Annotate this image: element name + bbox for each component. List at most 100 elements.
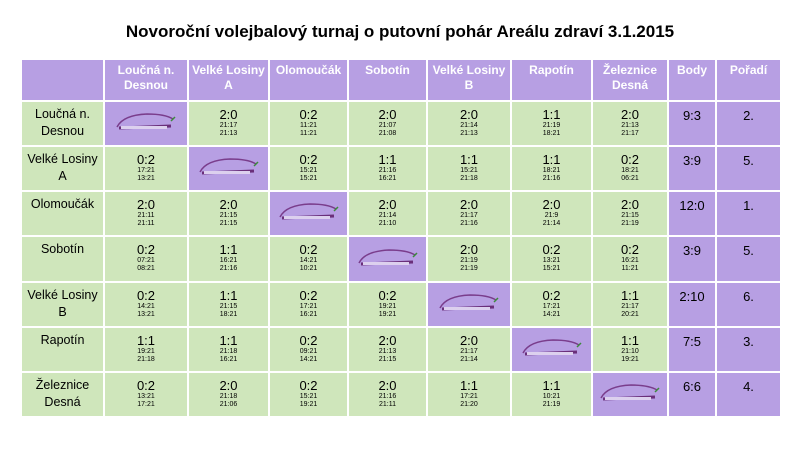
- set-score: 21:19: [542, 122, 561, 130]
- self-cell: [426, 280, 512, 328]
- team-name: Olomoučák: [20, 190, 105, 238]
- result-cell: 1:1 15:21 21:18: [426, 145, 512, 193]
- self-cell: [510, 325, 593, 373]
- column-header: Sobotín: [347, 57, 428, 103]
- logo: [116, 113, 176, 130]
- set-score: 21:15: [378, 355, 397, 363]
- rank: 2.: [715, 100, 782, 148]
- column-header: Železnice Desná: [591, 57, 669, 103]
- points: 3:9: [667, 235, 717, 283]
- page-title: Novoroční volejbalový turnaj o putovní p…: [125, 22, 675, 41]
- team-row: Sobotín 0:2 07:21 08:21 1:1 16:21 21:16 0:2 14:2…: [20, 235, 782, 283]
- result-cell: 2:0 21:9 21:14: [510, 190, 593, 238]
- result-cell: 2:0 21:14 21:13: [426, 100, 512, 148]
- result-cell: 0:2 09:21 14:21: [268, 325, 349, 373]
- team-name: Velké Losiny B: [20, 280, 105, 328]
- set-score: 21:19: [460, 265, 478, 273]
- points: 9:3: [667, 100, 717, 148]
- set-score: 14:21: [137, 302, 155, 310]
- set-score: 13:21: [137, 392, 155, 400]
- result-cell: 0:2 16:21 11:21: [591, 235, 669, 283]
- match-score: 1:1: [620, 332, 640, 348]
- self-cell: [187, 145, 270, 193]
- match-score: 0:2: [620, 152, 640, 168]
- match-score: 2:0: [620, 107, 640, 123]
- set-score: 21:17: [460, 212, 478, 220]
- result-cell: 2:0 21:17 21:16: [426, 190, 512, 238]
- match-score: 2:0: [459, 332, 479, 348]
- set-score: 16:21: [299, 310, 318, 318]
- team-name: Železnice Desná: [20, 370, 105, 419]
- set-score: 21:13: [219, 130, 238, 138]
- team-name: Sobotín: [20, 235, 105, 283]
- set-score: 21:17: [460, 347, 478, 355]
- match-score: 0:2: [542, 242, 561, 258]
- points: 3:9: [667, 145, 717, 193]
- match-score: 2:0: [378, 197, 397, 213]
- set-score: 21:18: [219, 347, 238, 355]
- result-cell: 0:2 17:21 16:21: [268, 280, 349, 328]
- result-cell: 1:1 21:17 20:21: [591, 280, 669, 328]
- result-cell: 0:2 17:21 14:21: [510, 280, 593, 328]
- self-cell: [591, 370, 669, 419]
- match-score: 1:1: [459, 152, 479, 168]
- set-score: 21:17: [621, 302, 639, 310]
- header-row: Loučná n. Desnou Velké Losiny A Olomoučák S…: [20, 57, 782, 103]
- set-score: 06:21: [621, 175, 639, 183]
- set-score: 21:14: [378, 212, 397, 220]
- results-table: Loučná n. Desnou Velké Losiny A Olomoučák S…: [20, 57, 782, 419]
- match-score: 0:2: [136, 242, 156, 258]
- set-score: 21:16: [378, 392, 397, 400]
- result-cell: 1:1 10:21 21:19: [510, 370, 593, 419]
- logo: [439, 293, 499, 311]
- set-score: 18:21: [219, 310, 238, 318]
- result-cell: 1:1 21:16 16:21: [347, 145, 428, 193]
- result-cell: 2:0 21:11 21:11: [103, 190, 189, 238]
- set-score: 18:21: [542, 130, 561, 138]
- set-score: 15:21: [299, 392, 318, 400]
- set-score: 21:13: [460, 130, 478, 138]
- result-cell: 0:2 19:21 19:21: [347, 280, 428, 328]
- match-score: 2:0: [136, 197, 156, 213]
- set-score: 14:21: [299, 257, 318, 265]
- rank: 6.: [715, 280, 782, 328]
- result-cell: 1:1 21:15 18:21: [187, 280, 270, 328]
- set-score: 21:9: [544, 212, 559, 220]
- set-score: 21:11: [379, 400, 396, 408]
- set-score: 21:16: [378, 167, 397, 175]
- result-cell: 1:1 17:21 21:20: [426, 370, 512, 419]
- set-score: 21:07: [378, 122, 397, 130]
- set-score: 18:21: [621, 167, 639, 175]
- result-cell: 0:2 14:21 13:21: [103, 280, 189, 328]
- team-row: Železnice Desná 0:2 13:21 17:21 2:0 21:18 21:0…: [20, 370, 782, 419]
- set-score: 17:21: [137, 400, 155, 408]
- set-score: 21:13: [378, 347, 397, 355]
- set-score: 16:21: [219, 257, 238, 265]
- set-score: 21:19: [460, 257, 478, 265]
- match-score: 2:0: [219, 197, 238, 213]
- match-score: 0:2: [136, 377, 156, 393]
- set-score: 19:21: [621, 355, 639, 363]
- logo: [521, 339, 582, 356]
- points: 7:5: [667, 325, 717, 373]
- set-score: 11:21: [621, 265, 639, 273]
- result-cell: 2:0 21:14 21:10: [347, 190, 428, 238]
- set-score: 21:14: [460, 122, 478, 130]
- set-score: 19:21: [137, 347, 155, 355]
- set-score: 21:10: [621, 347, 639, 355]
- match-score: 0:2: [378, 287, 397, 303]
- set-score: 21:15: [219, 302, 238, 310]
- points: 12:0: [667, 190, 717, 238]
- result-cell: 2:0 21:18 21:06: [187, 370, 270, 419]
- result-cell: 0:2 18:21 06:21: [591, 145, 669, 193]
- result-cell: 1:1 19:21 21:18: [103, 325, 189, 373]
- set-score: 08:21: [137, 265, 155, 273]
- set-score: 21:18: [219, 392, 238, 400]
- match-score: 2:0: [542, 197, 561, 213]
- match-score: 2:0: [378, 377, 397, 393]
- match-score: 0:2: [299, 287, 318, 303]
- set-score: 21:16: [219, 265, 238, 273]
- set-score: 13:21: [542, 257, 561, 265]
- logo: [600, 384, 660, 401]
